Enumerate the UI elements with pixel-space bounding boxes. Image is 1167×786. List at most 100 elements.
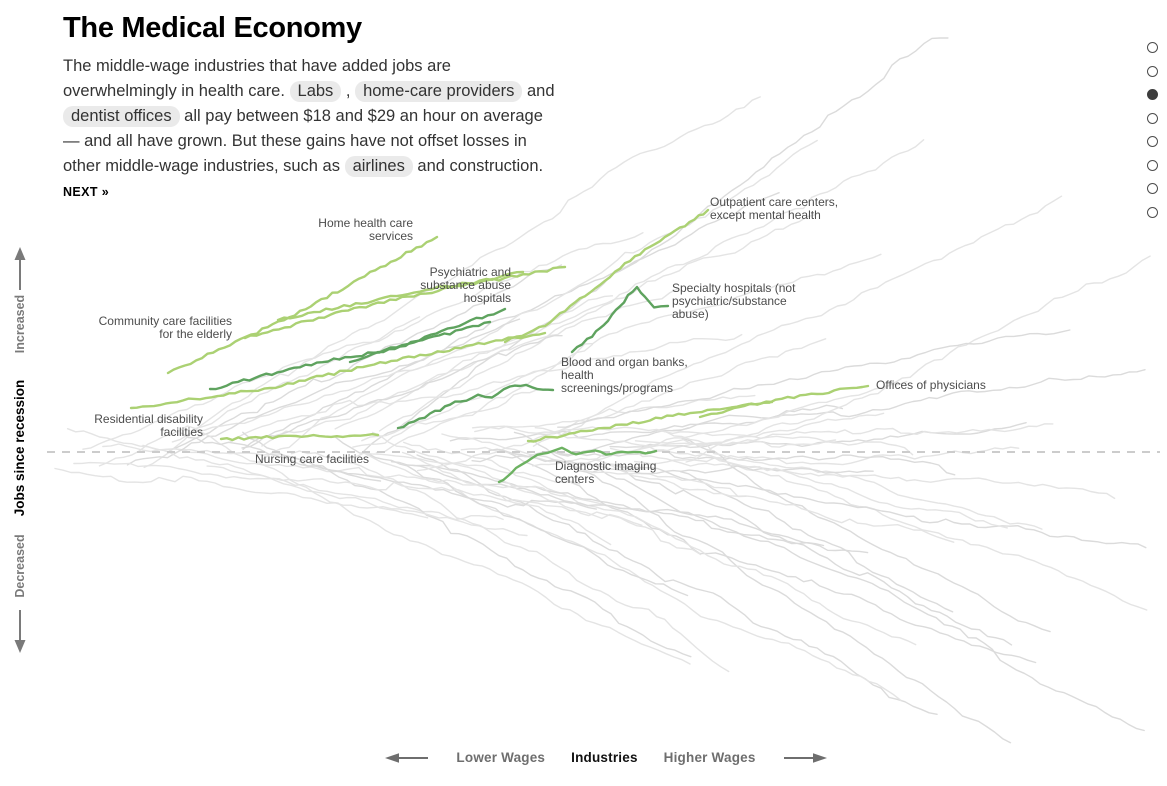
series-line-blood-and-organ-banks-health-screenings-programs[interactable] xyxy=(396,383,555,430)
background-line xyxy=(416,454,938,715)
series-line-unlabeled-health-industry-c[interactable] xyxy=(348,320,492,364)
step-dot-2[interactable] xyxy=(1147,65,1158,77)
series-line-nursing-care-facilities[interactable] xyxy=(219,433,380,442)
background-line xyxy=(634,439,837,448)
background-line xyxy=(256,139,818,464)
series-line-unlabeled-health-industry-a[interactable] xyxy=(276,270,525,322)
background-line xyxy=(229,333,743,444)
decrease-arrow-icon xyxy=(14,610,26,653)
background-line xyxy=(242,192,780,450)
series-line-community-care-facilities-for-the-elderly[interactable] xyxy=(243,265,567,340)
increase-arrow-icon xyxy=(14,247,26,290)
background-line xyxy=(179,432,382,482)
series-line-offices-of-physicians[interactable] xyxy=(698,384,870,419)
step-dot-7[interactable] xyxy=(1147,183,1158,194)
series-label-community-care-facilities-for-the-elderly: Community care facilities for the elderly xyxy=(99,314,232,341)
background-line xyxy=(681,437,1051,633)
next-button[interactable]: NEXT » xyxy=(63,185,110,199)
background-line xyxy=(126,318,521,466)
term-pill-home-care-providers[interactable]: home-care providers xyxy=(355,81,523,102)
y-axis-decreased-label: Decreased xyxy=(13,534,27,597)
series-label-outpatient-care-centers-except-mental-health: Outpatient care centers, except mental he… xyxy=(710,195,838,222)
series-label-home-health-care-services: Home health care services xyxy=(318,216,413,243)
background-line xyxy=(73,461,643,526)
series-line-residential-disability-facilities[interactable] xyxy=(129,331,547,410)
background-line xyxy=(546,450,956,476)
background-line xyxy=(416,338,827,472)
intro-paragraph: The middle-wage industries that have add… xyxy=(63,57,555,199)
series-label-diagnostic-imaging-centers: Diagnostic imaging centers xyxy=(555,459,656,486)
background-line xyxy=(241,335,563,449)
background-line xyxy=(532,423,1054,467)
x-axis-lower-wages-label: Lower Wages xyxy=(456,750,546,765)
x-axis-industries-label: Industries xyxy=(571,750,638,765)
step-dot-3[interactable] xyxy=(1147,89,1158,100)
background-line xyxy=(634,446,1020,466)
background-line xyxy=(650,412,885,453)
background-line xyxy=(593,458,955,543)
background-line xyxy=(471,425,914,456)
background-line xyxy=(142,444,648,513)
series-line-specialty-hospitals[interactable] xyxy=(570,285,670,354)
background-line xyxy=(474,394,756,433)
series-label-specialty-hospitals: Specialty hospitals (not psychiatric/subs… xyxy=(672,281,796,321)
series-line-home-health-care-services[interactable] xyxy=(166,235,439,375)
series-label-blood-and-organ-banks-health-screenings-programs: Blood and organ banks, health screenings/p… xyxy=(561,355,688,395)
series-line-diagnostic-imaging-centers[interactable] xyxy=(497,446,658,484)
background-line xyxy=(336,458,730,673)
background-line xyxy=(498,448,1037,664)
step-dot-6[interactable] xyxy=(1147,159,1158,171)
background-line xyxy=(441,433,747,498)
y-axis: Increased Jobs since recession Decreased xyxy=(12,247,27,653)
background-line xyxy=(193,427,691,665)
lower-wages-arrow-icon xyxy=(385,752,429,763)
background-line xyxy=(54,467,528,537)
background-line xyxy=(352,253,882,448)
background-line xyxy=(610,463,1013,646)
background-line xyxy=(403,441,917,646)
background-line xyxy=(82,232,644,450)
background-line xyxy=(98,316,421,467)
background-line xyxy=(532,195,1063,447)
background-line xyxy=(609,447,1116,500)
step-dot-4[interactable] xyxy=(1147,112,1158,124)
background-line xyxy=(609,422,1027,449)
series-line-outpatient-care-centers-except-mental-health[interactable] xyxy=(503,208,710,344)
background-line xyxy=(617,464,1147,549)
series-label-psychiatric-and-substance-abuse-hospitals: Psychiatric and substance abuse hospitals xyxy=(420,265,511,305)
background-line xyxy=(557,329,1071,428)
background-line xyxy=(534,427,1008,529)
term-pill-labs[interactable]: Labs xyxy=(289,81,342,102)
y-axis-increased-label: Increased xyxy=(13,295,27,353)
page-title: The Medical Economy xyxy=(63,12,362,44)
background-line xyxy=(261,287,679,447)
background-line xyxy=(334,436,689,597)
background-line xyxy=(685,255,1151,463)
term-pill-airlines[interactable]: airlines xyxy=(344,156,413,177)
background-line xyxy=(513,431,1012,744)
background-line xyxy=(488,448,874,475)
background-line xyxy=(375,343,594,454)
series-line-unlabeled-health-industry-b[interactable] xyxy=(526,400,774,443)
series-line-psychiatric-and-substance-abuse-hospitals[interactable] xyxy=(208,307,507,391)
background-line xyxy=(679,471,954,613)
intro-block: The Medical Economy The middle-wage indu… xyxy=(63,12,555,205)
step-dot-1[interactable] xyxy=(1147,42,1158,53)
background-line xyxy=(66,428,429,519)
x-axis: Lower Wages Industries Higher Wages xyxy=(45,750,1167,765)
background-line xyxy=(390,461,825,547)
step-navigation xyxy=(1147,42,1158,218)
step-dot-5[interactable] xyxy=(1147,136,1158,147)
step-dot-8[interactable] xyxy=(1147,206,1158,218)
background-line xyxy=(143,96,761,469)
background-line xyxy=(372,431,702,556)
background-line xyxy=(363,37,949,452)
series-label-residential-disability-facilities: Residential disability facilities xyxy=(94,412,203,439)
background-line xyxy=(411,464,597,510)
series-label-nursing-care-facilities: Nursing care facilities xyxy=(255,452,369,466)
series-label-offices-of-physicians: Offices of physicians xyxy=(876,378,986,392)
background-line xyxy=(290,450,581,485)
term-pill-dentist-offices[interactable]: dentist offices xyxy=(63,106,180,127)
background-line xyxy=(690,450,1148,611)
background-line xyxy=(583,468,1145,732)
